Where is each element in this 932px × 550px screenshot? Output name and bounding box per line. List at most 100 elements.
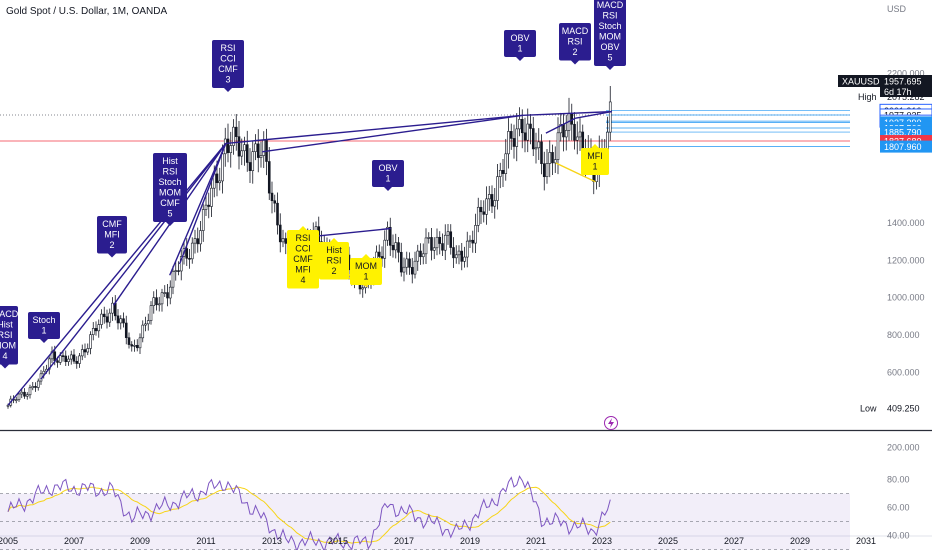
candle-body [188, 258, 191, 260]
candle-body [512, 138, 516, 147]
signal-label-text: Stoch [598, 21, 621, 31]
candle-body [534, 147, 538, 150]
candle-body [438, 236, 442, 244]
signal-label-pointer [362, 254, 370, 258]
time-axis-label: 2025 [658, 536, 678, 546]
candle-body [559, 124, 563, 134]
candle-body [504, 153, 508, 174]
bearish-divergence-line [545, 117, 576, 134]
rsi-tick-label: 40.00 [887, 531, 910, 541]
candle-body [245, 144, 249, 163]
candle-body [531, 128, 535, 150]
signal-label-text: MOM [355, 261, 377, 271]
signal-label-box [594, 0, 626, 66]
candle-body [474, 225, 477, 244]
signal-label-text: 1 [592, 162, 597, 172]
signal-label-text: 1 [363, 272, 368, 282]
time-axis-label: 2009 [130, 536, 150, 546]
signal-label-box [97, 216, 127, 254]
candle-body [163, 292, 167, 294]
candle-body [482, 211, 486, 215]
candle-body [460, 250, 464, 262]
signal-label: MACDHistRSIMOM4 [0, 306, 19, 369]
price-tick-label: 1200.000 [887, 255, 925, 265]
candle-body [570, 113, 574, 125]
candle-body [149, 305, 153, 321]
candle-body [542, 163, 546, 178]
bearish-divergence-line [169, 143, 227, 276]
candle-body [380, 256, 384, 259]
candle-body [515, 128, 519, 147]
time-axis-label: 2005 [0, 536, 18, 546]
candle-body [419, 250, 422, 258]
time-axis-label: 2027 [724, 536, 744, 546]
signal-label-text: MACD [562, 26, 589, 36]
candle-body [53, 351, 57, 362]
candle-body [397, 242, 400, 253]
candle-body [42, 370, 46, 375]
candle-body [127, 337, 131, 345]
time-axis-label: 2021 [526, 536, 546, 546]
bearish-divergence-line [522, 110, 612, 117]
candle-body [377, 251, 381, 257]
candle-body [485, 198, 488, 215]
candle-body [6, 404, 10, 407]
candle-body [278, 224, 282, 243]
signal-label-text: RSI [295, 233, 310, 243]
signal-label-text: Hist [162, 156, 178, 166]
candle-body [31, 386, 35, 389]
candle-body [254, 143, 257, 152]
last-price-bg [880, 75, 932, 97]
bearish-divergence-line [40, 142, 227, 380]
signal-label-pointer [384, 187, 392, 191]
candle-body [28, 387, 32, 396]
candle-body [14, 399, 18, 401]
signal-label-pointer [330, 238, 338, 242]
candle-body [526, 123, 530, 141]
candle-body [443, 234, 447, 251]
candle-body [435, 236, 439, 249]
signal-label-text: 4 [300, 275, 305, 285]
candle-body [56, 360, 59, 363]
candle-body [105, 316, 109, 323]
bearish-divergence-line [225, 114, 523, 145]
signal-label-text: 2 [572, 47, 577, 57]
signal-label-pointer [299, 226, 307, 230]
candle-body [185, 248, 189, 259]
candle-body [17, 393, 21, 400]
candle-body [479, 206, 483, 213]
countdown-value: 6d 17h [884, 87, 912, 97]
candle-body [152, 297, 156, 306]
signal-label-text: 4 [2, 351, 7, 361]
candle-body [490, 194, 494, 207]
candle-body [270, 192, 274, 202]
signal-label-text: OBV [600, 42, 619, 52]
candle-body [113, 302, 117, 317]
signal-label-text: MOM [159, 188, 181, 198]
signal-label-pointer [571, 60, 579, 65]
candle-body [284, 238, 288, 244]
candle-body [23, 391, 26, 397]
signal-label-text: MOM [599, 32, 621, 42]
candle-body [221, 153, 224, 182]
candle-body [449, 231, 453, 248]
candle-body [100, 313, 103, 325]
time-axis-label: 2029 [790, 536, 810, 546]
signal-label-box [350, 258, 382, 285]
price-tick-label: 600.000 [887, 367, 920, 377]
candle-body [78, 355, 81, 364]
signal-label-text: MACD [597, 0, 624, 10]
candle-body [487, 194, 491, 200]
candle-body [518, 119, 521, 130]
candle-body [25, 394, 29, 397]
candle-body [97, 324, 101, 332]
candle-body [476, 206, 480, 226]
candle-body [386, 226, 389, 241]
bearish-divergence-line [7, 142, 227, 406]
candle-body [394, 242, 398, 251]
signal-label-box [581, 148, 609, 175]
signal-label-text: RSI [602, 11, 617, 21]
high-label: High [858, 92, 877, 102]
